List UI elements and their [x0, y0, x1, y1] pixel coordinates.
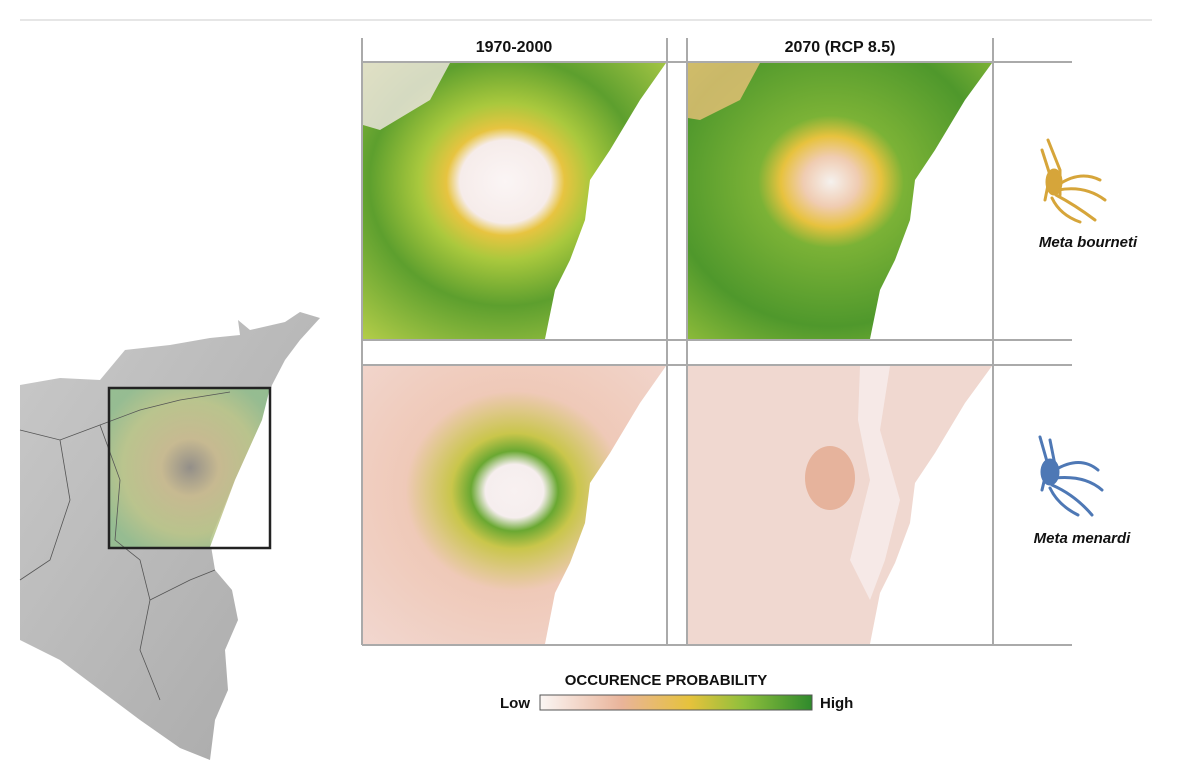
map-summit: [805, 446, 855, 510]
panel-grid: [361, 38, 1072, 646]
legend-low: Low: [500, 695, 530, 712]
map-ridge: [850, 366, 900, 600]
sea: [210, 388, 270, 547]
province-borders: [19, 391, 231, 701]
species-label: Meta bourneti: [1039, 234, 1138, 251]
map-highland: [363, 63, 450, 130]
study-area-frame: [107, 386, 272, 550]
spider-icon: [1040, 138, 1107, 224]
legend-title: OCCURENCE PROBABILITY: [565, 672, 768, 689]
legend-colorbar: [539, 694, 813, 711]
sea-areas: [545, 63, 992, 644]
map-highland: [688, 63, 760, 120]
species-label: Meta menardi: [1034, 530, 1132, 547]
column-header: 1970-2000: [476, 39, 553, 56]
spider-icon: [1038, 435, 1104, 517]
column-header: 2070 (RCP 8.5): [785, 39, 896, 56]
legend-high: High: [820, 695, 853, 712]
